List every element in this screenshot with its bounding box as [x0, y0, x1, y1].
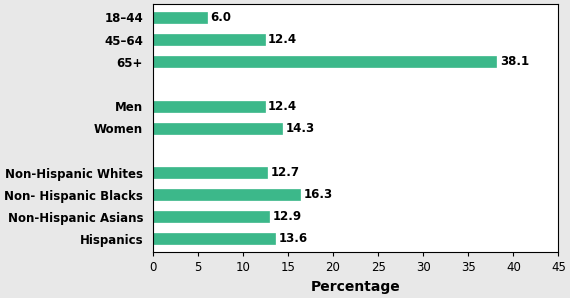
Bar	[153, 233, 275, 244]
Text: 12.4: 12.4	[268, 100, 298, 113]
Text: 13.6: 13.6	[279, 232, 308, 246]
Bar	[153, 56, 496, 67]
Bar	[153, 100, 264, 111]
Text: 12.4: 12.4	[268, 33, 298, 46]
Bar	[153, 12, 207, 23]
Text: 14.3: 14.3	[285, 122, 315, 135]
Bar	[153, 34, 264, 45]
Text: 6.0: 6.0	[210, 11, 231, 24]
Text: 16.3: 16.3	[303, 188, 332, 201]
Text: 12.9: 12.9	[272, 210, 302, 223]
Text: 38.1: 38.1	[500, 55, 529, 68]
Bar	[153, 123, 282, 134]
Bar	[153, 189, 300, 200]
X-axis label: Percentage: Percentage	[311, 280, 401, 294]
Bar	[153, 211, 269, 222]
Text: 12.7: 12.7	[271, 166, 300, 179]
Bar	[153, 167, 267, 178]
